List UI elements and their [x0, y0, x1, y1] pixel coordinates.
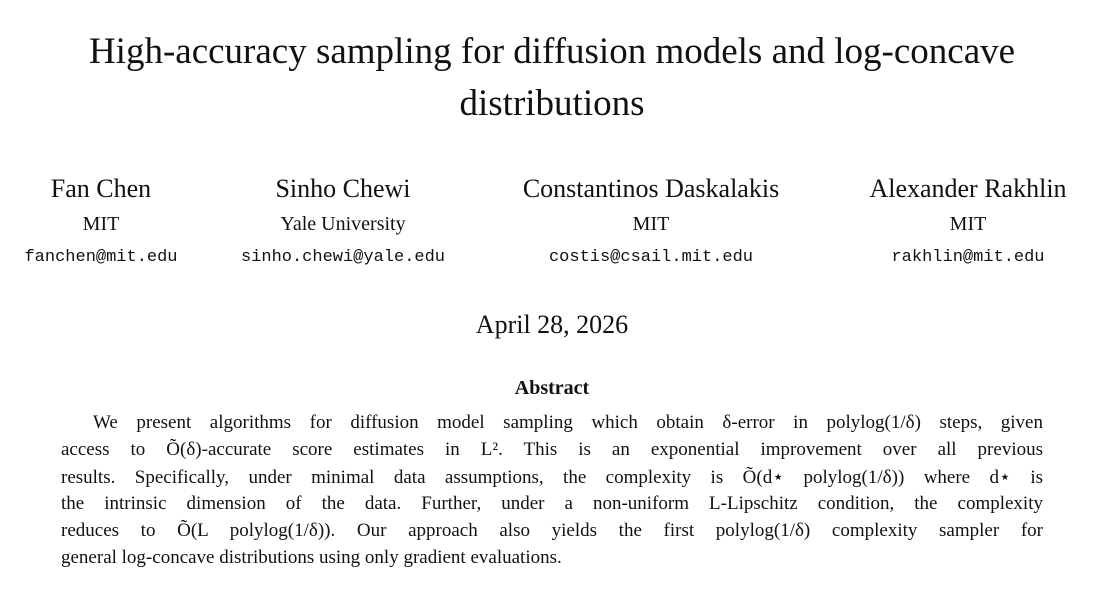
abstract-line: the intrinsic dimension of the data. Fur…	[61, 493, 1043, 514]
author-affiliation: MIT	[82, 213, 120, 235]
author-email: rakhlin@mit.edu	[891, 248, 1045, 267]
author-affiliation: MIT	[949, 213, 987, 235]
author-name: Alexander Rakhlin	[869, 174, 1067, 203]
author-affiliation: MIT	[632, 213, 670, 235]
title-line: High-accuracy sampling for diffusion mod…	[88, 31, 1016, 72]
author-name: Constantinos Daskalakis	[522, 174, 780, 203]
title-line: distributions	[459, 83, 645, 124]
abstract-line: general log-concave distributions using …	[61, 547, 562, 568]
author-email: costis@csail.mit.edu	[548, 248, 754, 267]
abstract-line: access to Õ(δ)-accurate score estimates …	[61, 439, 1043, 460]
author-email: sinho.chewi@yale.edu	[240, 248, 446, 267]
abstract-line: reduces to Õ(L polylog(1/δ)). Our approa…	[61, 520, 1043, 541]
author-name: Fan Chen	[50, 174, 152, 203]
author-affiliation: Yale University	[280, 213, 406, 235]
author-email: fanchen@mit.edu	[24, 248, 178, 267]
abstract-line: We present algorithms for diffusion mode…	[93, 412, 1043, 433]
abstract-heading: Abstract	[514, 377, 590, 399]
abstract-line: results. Specifically, under minimal dat…	[61, 467, 1043, 488]
author-name: Sinho Chewi	[275, 174, 411, 203]
date: April 28, 2026	[475, 310, 629, 339]
